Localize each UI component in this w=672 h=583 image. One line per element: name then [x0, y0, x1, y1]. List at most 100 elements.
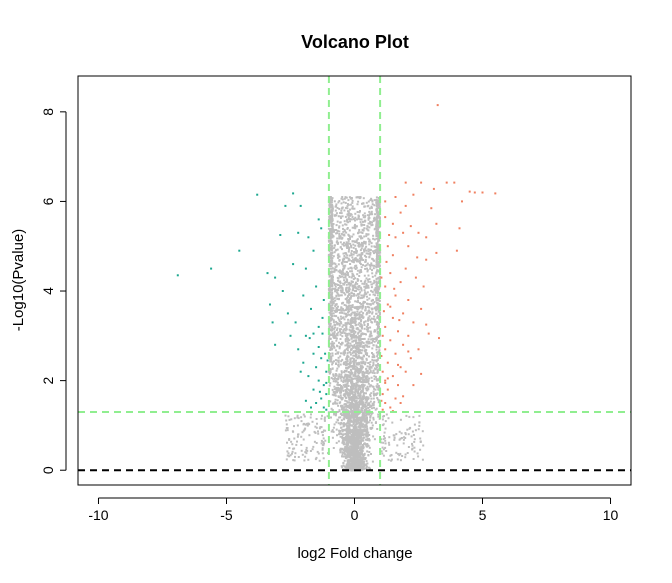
- ns-point: [357, 260, 360, 263]
- ns-point: [373, 264, 376, 267]
- ns-point: [351, 199, 354, 202]
- ns-point: [374, 393, 376, 396]
- ns-point: [372, 435, 375, 438]
- ns-point: [342, 433, 345, 436]
- ns-point: [385, 450, 388, 452]
- ns-point: [399, 418, 402, 421]
- ns-point: [350, 385, 352, 388]
- ns-point: [340, 386, 343, 388]
- ns-point: [359, 366, 362, 368]
- ns-point: [364, 361, 367, 364]
- ns-point: [364, 254, 366, 257]
- ns-point: [358, 426, 361, 429]
- ns-point: [358, 443, 361, 446]
- ns-point: [360, 294, 363, 297]
- ns-point: [293, 425, 295, 428]
- ns-point: [357, 462, 360, 465]
- up-point: [453, 181, 456, 184]
- ns-point: [364, 279, 367, 282]
- ns-point: [349, 214, 351, 217]
- ns-point: [371, 352, 373, 354]
- ns-point: [358, 348, 360, 351]
- ns-point: [375, 312, 378, 315]
- ns-point: [373, 367, 376, 370]
- ns-point: [353, 316, 356, 319]
- ns-point: [363, 293, 366, 296]
- ns-point: [346, 205, 349, 208]
- ns-point: [349, 342, 352, 345]
- ns-point: [340, 360, 343, 363]
- ns-point: [352, 275, 355, 278]
- ns-point: [373, 301, 376, 304]
- ns-point: [376, 359, 378, 362]
- ns-point: [387, 458, 390, 461]
- ns-point: [350, 308, 353, 311]
- ns-point: [412, 458, 415, 460]
- ns-point: [343, 309, 346, 312]
- ns-point: [361, 306, 364, 309]
- ns-point: [344, 428, 347, 431]
- ns-point: [297, 417, 300, 420]
- ns-point: [350, 246, 353, 249]
- ns-point: [384, 442, 387, 445]
- ns-point: [354, 265, 357, 267]
- ns-point: [345, 434, 348, 437]
- ns-point: [359, 349, 362, 351]
- ns-point: [336, 240, 339, 243]
- ns-point: [355, 445, 358, 448]
- ns-point: [373, 279, 376, 282]
- ns-point: [351, 452, 354, 455]
- ns-point: [349, 432, 352, 435]
- ns-point: [333, 360, 335, 363]
- ns-point: [348, 301, 351, 304]
- ns-point: [375, 237, 378, 240]
- ns-point: [373, 238, 376, 241]
- ns-point: [332, 334, 335, 337]
- ns-point: [340, 379, 343, 382]
- ns-point: [355, 266, 358, 269]
- ns-point: [330, 267, 332, 270]
- ns-point: [340, 371, 343, 374]
- ns-point: [370, 210, 373, 213]
- ns-point: [340, 262, 343, 264]
- ns-point: [364, 264, 367, 267]
- ns-point: [349, 220, 351, 223]
- ns-point: [363, 227, 366, 230]
- ns-point: [353, 351, 356, 354]
- ns-point: [358, 379, 360, 382]
- ns-point: [378, 282, 380, 284]
- ns-point: [363, 460, 365, 463]
- ns-point: [366, 330, 369, 333]
- ns-point: [357, 299, 359, 302]
- ns-point: [356, 242, 359, 245]
- ns-point: [344, 416, 347, 419]
- plot-frame: [77, 75, 632, 486]
- ns-point: [350, 412, 353, 414]
- ns-point: [333, 229, 336, 232]
- ns-point: [347, 374, 350, 377]
- ns-point: [369, 265, 372, 268]
- ns-point: [365, 358, 368, 361]
- ns-point: [375, 307, 377, 310]
- up-point: [394, 294, 397, 297]
- ns-point: [357, 459, 360, 462]
- up-point: [404, 181, 407, 184]
- ns-point: [364, 420, 367, 423]
- ns-point: [367, 338, 370, 341]
- ns-point: [356, 238, 359, 241]
- ns-point: [333, 330, 336, 333]
- ns-point: [371, 353, 374, 356]
- ns-point: [364, 410, 366, 413]
- up-point: [391, 316, 394, 319]
- ns-point: [320, 442, 323, 445]
- ns-point: [329, 300, 332, 303]
- ns-point: [411, 444, 414, 447]
- ns-point: [348, 418, 351, 421]
- ns-point: [370, 317, 373, 320]
- ns-point: [360, 449, 363, 452]
- ns-point: [344, 309, 347, 311]
- ns-point: [345, 396, 348, 399]
- ns-point: [348, 346, 351, 349]
- ns-point: [361, 243, 364, 246]
